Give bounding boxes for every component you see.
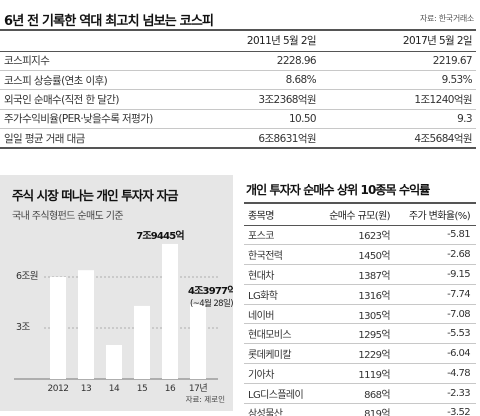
table-row: 네이버 1305억 -7.08 [244,304,476,325]
price-change: -7.08 [392,304,476,325]
kospi-row-label: 코스피 상승률(연초 이후) [0,70,222,91]
bar [106,345,122,379]
kospi-header-2017: 2017년 5월 2일 [318,29,476,52]
net-buy: 819억 [324,403,392,416]
table-row: 현대차 1387억 -9.15 [244,264,476,285]
kospi-table-row: 외국인 순매수(직전 한 달간) 3조2368억원 1조1240억원 [0,89,476,110]
stock-name: 포스코 [244,225,324,246]
price-change: -2.68 [392,244,476,266]
kospi-table-row: 코스피 상승률(연초 이후) 8.68% 9.53% [0,70,476,91]
kospi-comparison-section: 6년 전 기록한 역대 최고치 넘보는 코스피 자료: 한국거래소 2011년 … [0,0,480,168]
kospi-header-2011: 2011년 5월 2일 [222,29,318,52]
kospi-source-note: 자료: 한국거래소 [419,14,474,23]
data-label: 4조3977억원 [188,284,233,297]
net-buy: 1316억 [324,284,392,305]
top-buys-title: 개인 투자자 순매수 상위 10종목 수익률 [246,183,430,197]
net-buy: 1119억 [324,363,392,384]
kospi-row-label: 주가수익비율(PER·낮을수록 저평가) [0,109,222,130]
bar [50,277,66,379]
stock-name: 한국전력 [244,244,324,266]
bar [162,243,178,379]
net-buy: 868억 [324,383,392,404]
price-change: -9.15 [392,264,476,285]
kospi-row-value-2017: 9.53% [318,70,476,91]
net-buy: 1295억 [324,323,392,345]
kospi-row-label: 외국인 순매수(직전 한 달간) [0,89,222,110]
table-row: LG디스플레이 868억 -2.33 [244,383,476,404]
chart-subtitle: 국내 주식형펀드 순매도 기준 [12,211,124,222]
bar [78,270,94,379]
table-row: 현대모비스 1295억 -5.53 [244,323,476,345]
top-buys-table: 종목명 순매수 규모(원) 주가 변화율(%) 포스코 1623억 -5.81 한국… [244,202,476,416]
bar [134,305,150,379]
price-change: -7.74 [392,284,476,305]
kospi-row-value-2011: 10.50 [222,109,318,130]
net-buy: 1387억 [324,264,392,285]
fund-outflow-bar-chart: 6조원 3조 2012 13 14 15 16 17년 7조9445억 4조3977억원(~4월 … [14,230,233,394]
kospi-row-label: 코스피지수 [0,51,222,71]
kospi-row-value-2017: 4조5684억원 [318,128,476,149]
header-net-buy: 순매수 규모(원) [324,202,392,226]
kospi-row-value-2017: 9.3 [318,109,476,130]
x-tick-label: 17년 [189,383,207,394]
kospi-section-title: 6년 전 기록한 역대 최고치 넘보는 코스피 [4,14,214,29]
y-tick-label: 6조원 [16,271,38,282]
stock-name: 현대모비스 [244,323,324,345]
chart-source-note: 자료: 제로인 [185,395,225,404]
table-row: 기아차 1119억 -4.78 [244,363,476,384]
table-row: 롯데케미칼 1229억 -6.04 [244,343,476,365]
header-price-change: 주가 변화율(%) [392,202,476,226]
x-tick-label: 16 [165,384,176,394]
stock-name: 롯데케미칼 [244,343,324,365]
price-change: -4.78 [392,363,476,384]
table-row: LG화학 1316억 -7.74 [244,284,476,305]
data-label: 7조9445억 [136,230,184,242]
stock-name: 삼성물산 [244,403,324,416]
net-buy: 1229억 [324,343,392,365]
stock-name: LG화학 [244,284,324,305]
kospi-table-row: 코스피지수 2228.96 2219.67 [0,51,476,71]
kospi-row-value-2011: 8.68% [222,70,318,91]
kospi-row-value-2017: 2219.67 [318,51,476,71]
stock-name: LG디스플레이 [244,383,324,404]
fund-outflow-chart-panel: 6조원 3조 2012 13 14 15 16 17년 7조9445억 4조3977억원(~4월 … [0,175,233,411]
stock-name: 기아차 [244,363,324,384]
header-stock-name: 종목명 [244,202,324,226]
table-row: 한국전력 1450억 -2.68 [244,244,476,266]
net-buy: 1623억 [324,225,392,246]
x-tick-label: 2012 [48,384,69,394]
price-change: -2.33 [392,383,476,404]
price-change: -3.52 [392,403,476,416]
net-buy: 1305억 [324,304,392,325]
kospi-table-row: 주가수익비율(PER·낮을수록 저평가) 10.50 9.3 [0,109,476,130]
kospi-row-value-2011: 6조8631억원 [222,128,318,149]
stock-name: 네이버 [244,304,324,325]
bar [190,304,206,379]
price-change: -5.53 [392,323,476,345]
top-buys-panel: 개인 투자자 순매수 상위 10종목 수익률 종목명 순매수 규모(원) 주가 … [244,175,480,416]
kospi-comparison-table: 2011년 5월 2일 2017년 5월 2일 코스피지수 2228.96 22… [0,29,476,149]
price-change: -6.04 [392,343,476,365]
kospi-row-value-2017: 1조1240억원 [318,89,476,110]
price-change: -5.81 [392,225,476,246]
kospi-table-header-row: 2011년 5월 2일 2017년 5월 2일 [0,29,476,52]
data-label-note: (~4월 28일) [190,298,233,309]
table-row: 삼성물산 819억 -3.52 [244,403,476,416]
stock-name: 현대차 [244,264,324,285]
kospi-table-row: 일일 평균 거래 대금 6조8631억원 4조5684억원 [0,128,476,149]
chart-title: 주식 시장 떠나는 개인 투자자 자금 [12,188,179,203]
table-row: 포스코 1623억 -5.81 [244,225,476,246]
net-buy: 1450억 [324,244,392,266]
top-buys-header-row: 종목명 순매수 규모(원) 주가 변화율(%) [244,202,476,226]
kospi-row-value-2011: 3조2368억원 [222,89,318,110]
y-tick-label: 3조 [16,322,31,333]
x-tick-label: 15 [137,384,147,394]
kospi-row-value-2011: 2228.96 [222,51,318,71]
kospi-header-blank [0,29,222,52]
x-tick-label: 14 [109,384,120,394]
x-tick-label: 13 [81,384,91,394]
kospi-row-label: 일일 평균 거래 대금 [0,128,222,149]
